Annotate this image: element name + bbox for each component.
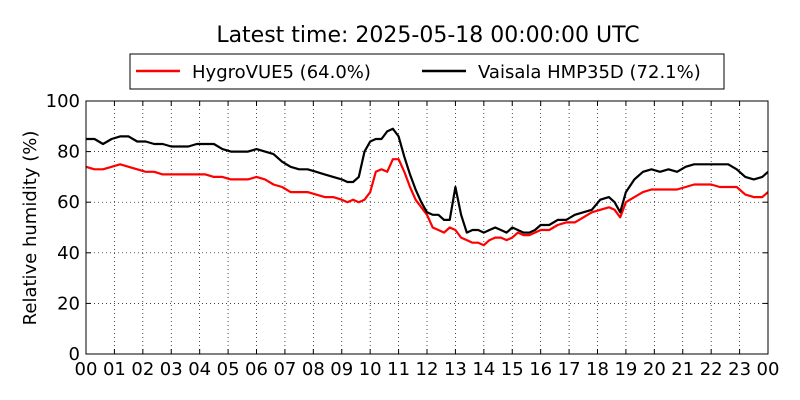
x-tick-label: 08 [302, 359, 325, 380]
gridlines [86, 101, 768, 354]
x-tick-label: 02 [131, 359, 154, 380]
x-tick-label: 19 [614, 359, 637, 380]
chart-title: Latest time: 2025-05-18 00:00:00 UTC [216, 23, 639, 48]
y-tick-label: 60 [57, 192, 80, 213]
x-tick-label: 05 [217, 359, 240, 380]
y-tick-label: 20 [57, 293, 80, 314]
x-tick-label: 21 [671, 359, 694, 380]
x-tick-label: 10 [359, 359, 382, 380]
x-tick-label: 18 [586, 359, 609, 380]
y-tick-labels: 0 20 40 60 80 100 [46, 91, 80, 365]
x-tick-label: 15 [501, 359, 524, 380]
series-line-1 [86, 127, 769, 234]
legend: HygroVUE5 (64.0%) Vaisala HMP35D (72.1%) [129, 53, 725, 90]
x-tick-label: 09 [330, 359, 353, 380]
series-line-0 [85, 158, 769, 247]
x-tick-label: 23 [728, 359, 751, 380]
y-tick-label: 0 [69, 344, 80, 365]
x-tick-label: 17 [558, 359, 581, 380]
x-tick-label: 13 [444, 359, 467, 380]
x-tick-label: 00 [75, 359, 98, 380]
x-tick-label: 14 [472, 359, 495, 380]
x-tick-label: 20 [643, 359, 666, 380]
plot-frame [85, 100, 769, 355]
y-axis-label: Relative humidity (%) [20, 131, 41, 326]
x-tick-label: 22 [700, 359, 723, 380]
legend-label-vaisala: Vaisala HMP35D (72.1%) [478, 62, 701, 83]
y-tick-label: 100 [46, 91, 80, 112]
x-tick-label: 11 [387, 359, 410, 380]
x-tick-label: 12 [416, 359, 439, 380]
x-tick-labels: 00 01 02 03 04 05 06 07 08 09 10 11 12 13 14 15 16 17 18 19… [75, 359, 780, 380]
axes [85, 100, 769, 355]
y-tick-label: 80 [57, 142, 80, 163]
x-tick-label: 01 [103, 359, 126, 380]
y-tick-label: 40 [57, 243, 80, 264]
series-lines [85, 127, 769, 247]
legend-label-hygrovue5: HygroVUE5 (64.0%) [192, 62, 371, 83]
x-tick-label: 07 [273, 359, 296, 380]
x-tick-label: 00 [757, 359, 780, 380]
x-tick-label: 03 [160, 359, 183, 380]
x-tick-label: 16 [529, 359, 552, 380]
x-tick-label: 04 [188, 359, 211, 380]
x-tick-label: 06 [245, 359, 268, 380]
